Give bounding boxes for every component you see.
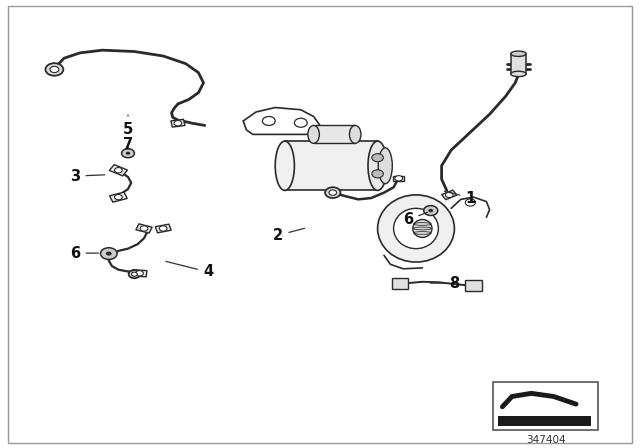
- Circle shape: [159, 226, 167, 231]
- Bar: [109, 192, 127, 202]
- Ellipse shape: [378, 195, 454, 262]
- Text: 2: 2: [273, 228, 305, 243]
- Circle shape: [136, 271, 143, 276]
- Bar: [156, 224, 171, 233]
- Ellipse shape: [308, 125, 319, 143]
- Bar: [392, 278, 408, 289]
- Circle shape: [132, 272, 138, 276]
- Text: 6: 6: [403, 212, 428, 227]
- Circle shape: [424, 206, 438, 215]
- Bar: [442, 190, 457, 200]
- Text: 7: 7: [123, 137, 133, 152]
- Bar: [109, 165, 127, 176]
- Text: 4: 4: [166, 262, 213, 280]
- Circle shape: [100, 248, 117, 259]
- Bar: [498, 416, 591, 426]
- Circle shape: [50, 66, 59, 73]
- Circle shape: [115, 168, 122, 173]
- Circle shape: [140, 226, 148, 231]
- Bar: [171, 119, 185, 127]
- Bar: [285, 141, 378, 190]
- Text: 6: 6: [70, 246, 99, 261]
- Ellipse shape: [394, 208, 438, 249]
- Circle shape: [372, 170, 383, 178]
- Circle shape: [106, 251, 112, 256]
- Ellipse shape: [413, 220, 432, 237]
- Bar: [493, 382, 598, 430]
- Circle shape: [174, 121, 182, 126]
- Bar: [314, 125, 355, 143]
- Circle shape: [372, 154, 383, 162]
- Circle shape: [329, 190, 337, 195]
- Ellipse shape: [349, 125, 361, 143]
- Ellipse shape: [511, 51, 526, 56]
- Circle shape: [294, 118, 307, 127]
- Text: 8: 8: [430, 276, 460, 291]
- Text: 5: 5: [123, 115, 133, 137]
- Text: 1: 1: [444, 190, 476, 206]
- Ellipse shape: [275, 141, 294, 190]
- Circle shape: [45, 63, 63, 76]
- Bar: [511, 54, 526, 74]
- Bar: [136, 224, 152, 233]
- Bar: [393, 176, 404, 181]
- Ellipse shape: [378, 148, 392, 184]
- Circle shape: [445, 192, 453, 198]
- Ellipse shape: [368, 141, 387, 190]
- Circle shape: [122, 149, 134, 158]
- Circle shape: [115, 194, 122, 200]
- Circle shape: [395, 176, 403, 181]
- Bar: [465, 280, 482, 291]
- Circle shape: [129, 270, 140, 278]
- Circle shape: [325, 187, 340, 198]
- Circle shape: [428, 209, 433, 212]
- Ellipse shape: [511, 71, 526, 77]
- Bar: [132, 270, 147, 277]
- Circle shape: [465, 199, 476, 206]
- Text: 3: 3: [70, 168, 105, 184]
- Circle shape: [125, 151, 131, 155]
- Circle shape: [262, 116, 275, 125]
- Text: 347404: 347404: [526, 435, 565, 445]
